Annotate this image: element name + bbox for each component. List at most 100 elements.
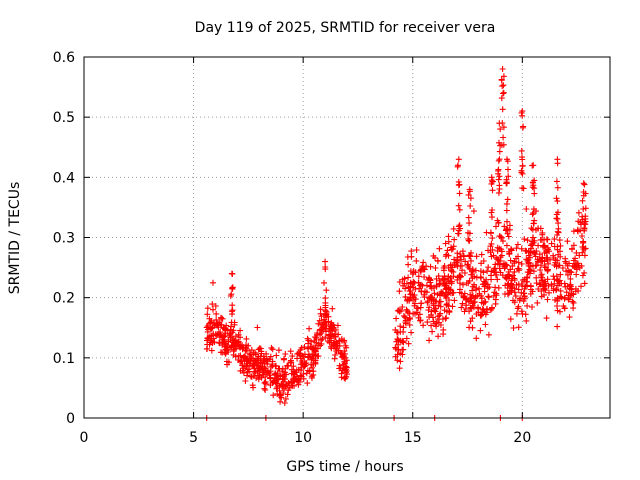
data-point <box>297 346 304 353</box>
data-point <box>500 141 507 148</box>
data-point <box>555 251 562 258</box>
x-axis-label: GPS time / hours <box>286 459 403 475</box>
data-point <box>425 307 432 314</box>
data-point <box>403 335 410 342</box>
data-point <box>519 310 526 317</box>
data-point <box>470 208 477 215</box>
data-point <box>496 173 503 180</box>
data-point <box>535 286 542 292</box>
data-point <box>405 317 412 323</box>
data-point <box>516 297 523 304</box>
data-point <box>489 207 496 213</box>
data-point <box>554 228 561 235</box>
data-point <box>562 258 569 265</box>
data-point <box>424 319 431 326</box>
data-point <box>318 340 325 347</box>
data-point <box>405 340 412 347</box>
data-point <box>259 359 265 366</box>
data-point <box>570 299 577 306</box>
data-point <box>262 381 269 387</box>
data-point <box>442 293 449 300</box>
data-point <box>253 357 260 364</box>
data-point <box>343 364 350 371</box>
data-point <box>561 280 568 287</box>
data-point <box>504 230 511 237</box>
data-point <box>544 296 551 303</box>
data-point <box>424 299 431 306</box>
data-point <box>580 180 587 187</box>
data-point <box>269 361 276 368</box>
data-point <box>530 206 537 213</box>
data-point <box>427 279 434 286</box>
data-point <box>575 209 582 216</box>
data-point <box>573 266 580 273</box>
y-axis-label: SRMTID / TECUs <box>7 182 23 295</box>
data-point <box>420 322 427 329</box>
data-point <box>431 290 438 297</box>
data-point <box>545 246 551 253</box>
data-point <box>541 258 548 265</box>
data-point <box>204 328 211 335</box>
data-point <box>530 239 537 246</box>
data-point <box>482 321 489 328</box>
data-point <box>252 358 259 365</box>
data-point <box>541 243 548 250</box>
data-point <box>228 270 235 277</box>
data-point <box>570 305 577 312</box>
data-point <box>274 370 281 377</box>
data-point <box>500 82 507 89</box>
data-point <box>456 280 463 287</box>
data-point <box>455 230 461 237</box>
data-point <box>270 392 277 399</box>
data-point <box>408 291 414 298</box>
data-point <box>466 324 473 331</box>
data-point <box>315 320 322 327</box>
data-point <box>502 291 508 297</box>
data-point <box>477 327 484 334</box>
data-point <box>531 249 538 256</box>
data-point <box>292 376 299 383</box>
data-point <box>578 262 585 269</box>
data-point <box>503 207 510 214</box>
data-point <box>472 286 479 293</box>
data-point <box>466 220 473 227</box>
data-point <box>530 162 537 169</box>
data-point <box>318 330 325 336</box>
data-point <box>465 237 472 244</box>
data-point <box>463 280 470 287</box>
data-point <box>529 238 536 245</box>
data-point <box>276 382 283 389</box>
data-point <box>443 280 450 287</box>
data-point <box>432 308 439 315</box>
data-point <box>321 319 328 326</box>
data-point <box>290 363 297 370</box>
y-tick-label: 0 <box>66 411 75 427</box>
data-point <box>301 363 308 370</box>
data-point <box>484 281 491 288</box>
data-point <box>433 283 440 290</box>
data-point <box>445 238 452 245</box>
data-point <box>570 257 577 264</box>
data-point <box>521 293 528 299</box>
data-point <box>392 344 399 351</box>
data-point <box>267 353 274 360</box>
data-point <box>221 333 228 340</box>
data-point <box>450 289 457 296</box>
data-point <box>275 347 282 354</box>
data-point <box>399 338 406 345</box>
data-point <box>541 291 547 298</box>
data-point <box>495 167 502 174</box>
data-point <box>434 316 441 323</box>
data-point <box>328 345 335 352</box>
data-point <box>340 365 347 372</box>
data-point <box>329 305 336 312</box>
data-point <box>500 238 506 245</box>
data-point <box>397 358 404 365</box>
data-point <box>392 345 399 352</box>
data-point <box>477 268 484 275</box>
x-tick-label: 15 <box>404 430 422 446</box>
data-point <box>274 390 281 397</box>
data-point <box>428 322 435 329</box>
data-point <box>485 264 492 271</box>
